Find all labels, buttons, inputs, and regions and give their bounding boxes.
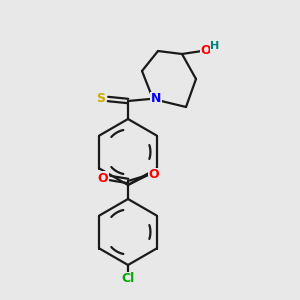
Text: O: O — [98, 172, 108, 184]
Text: S: S — [97, 92, 106, 106]
Text: O: O — [149, 169, 159, 182]
Text: Cl: Cl — [122, 272, 135, 286]
Text: O: O — [201, 44, 211, 56]
Text: N: N — [151, 92, 161, 106]
Text: H: H — [210, 41, 220, 51]
